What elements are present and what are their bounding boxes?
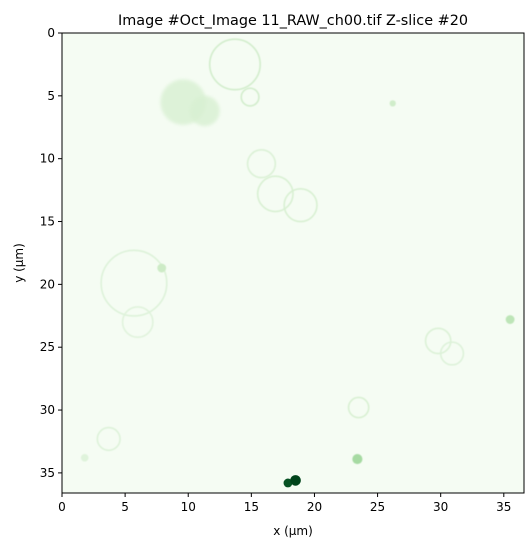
feature-blob-3 — [189, 95, 220, 127]
y-tick-label: 15 — [40, 215, 55, 229]
x-tick-label: 10 — [181, 500, 196, 514]
feature-ring-14 — [347, 396, 370, 419]
feature-dot-18 — [283, 478, 293, 488]
feature-ring-4 — [246, 149, 277, 179]
feature-dot-9 — [157, 263, 167, 273]
x-tick-label: 20 — [307, 500, 322, 514]
feature-ring-1 — [240, 87, 260, 107]
x-tick-label: 15 — [244, 500, 259, 514]
y-axis: 0 5 10 15 20 25 30 35 — [40, 26, 62, 480]
x-tick-label: 30 — [433, 500, 448, 514]
y-tick-label: 20 — [40, 277, 55, 291]
x-tick-label: 0 — [58, 500, 66, 514]
feature-dot-19 — [290, 475, 301, 486]
image-background — [62, 33, 524, 493]
plot-area — [61, 32, 525, 494]
feature-ring-5 — [256, 175, 294, 213]
feature-dot-10 — [389, 100, 396, 107]
chart-title: Image #Oct_Image 11_RAW_ch00.tif Z-slice… — [118, 13, 468, 29]
feature-dot-16 — [80, 454, 89, 462]
feature-dot-17 — [352, 454, 363, 465]
feature-ring-12 — [439, 341, 465, 366]
y-tick-label: 0 — [47, 26, 55, 40]
y-tick-label: 5 — [47, 89, 55, 103]
feature-ring-0 — [208, 38, 261, 91]
feature-ring-7 — [100, 249, 168, 317]
feature-ring-6 — [283, 187, 318, 223]
feature-dot-13 — [505, 315, 515, 324]
y-tick-label: 10 — [40, 152, 55, 166]
image-features — [80, 38, 515, 488]
plot-frame — [61, 32, 525, 494]
y-tick-label: 35 — [40, 466, 55, 480]
x-tick-label: 5 — [121, 500, 129, 514]
feature-ring-15 — [96, 426, 121, 452]
x-axis-label: x (μm) — [273, 524, 313, 538]
feature-ring-8 — [121, 306, 154, 339]
x-tick-label: 35 — [496, 500, 511, 514]
y-tick-label: 25 — [40, 340, 55, 354]
y-axis-label: y (μm) — [12, 243, 26, 283]
feature-ring-11 — [424, 327, 452, 355]
x-tick-label: 25 — [370, 500, 385, 514]
x-axis: 0 5 10 15 20 25 30 35 — [58, 493, 511, 514]
y-tick-label: 30 — [40, 403, 55, 417]
